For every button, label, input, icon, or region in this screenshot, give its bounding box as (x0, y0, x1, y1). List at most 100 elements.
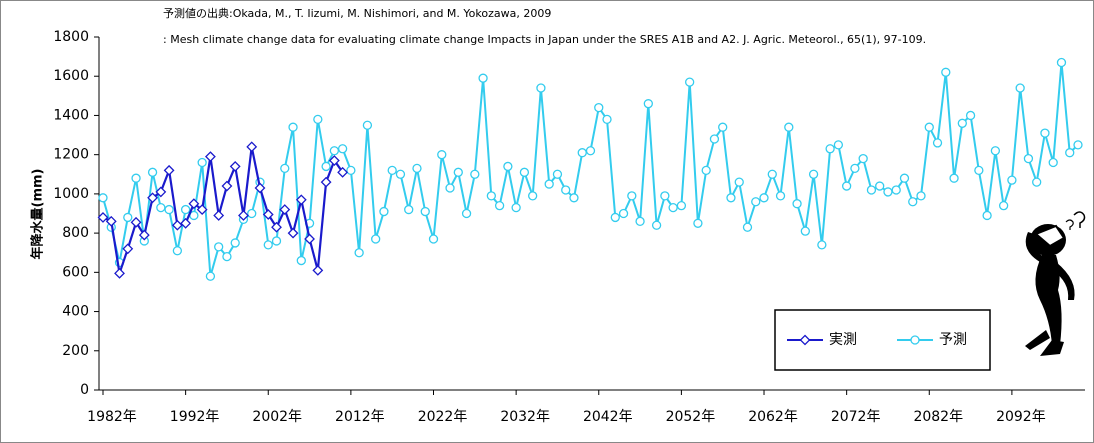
point (876, 182, 884, 190)
point (198, 159, 206, 167)
chart-frame (1, 1, 1094, 443)
point (339, 145, 347, 153)
legend: 実測 予測 (775, 310, 990, 370)
point (768, 170, 776, 178)
point (124, 213, 132, 221)
point (934, 139, 942, 147)
x-tick-label: 2032年 (500, 409, 550, 425)
x-tick-label: 2052年 (666, 409, 716, 425)
point (826, 145, 834, 153)
point (529, 192, 537, 200)
point (173, 247, 181, 255)
point (909, 198, 917, 206)
point (892, 186, 900, 194)
point (925, 123, 933, 131)
x-tick-label: 2062年 (748, 409, 798, 425)
point (735, 178, 743, 186)
point (628, 192, 636, 200)
legend-marker (911, 336, 919, 344)
point (512, 204, 520, 212)
point (1057, 58, 1065, 66)
point (380, 208, 388, 216)
point (1041, 129, 1049, 137)
point (231, 239, 239, 247)
point (859, 155, 867, 163)
point (487, 192, 495, 200)
legend-label: 実測 (829, 332, 857, 348)
point (603, 115, 611, 123)
point (504, 162, 512, 170)
point (438, 151, 446, 159)
point (1016, 84, 1024, 92)
point (363, 121, 371, 129)
y-tick-label: 1200 (53, 147, 89, 163)
y-tick-label: 1800 (53, 29, 89, 45)
point (727, 194, 735, 202)
point (330, 147, 338, 155)
point (942, 68, 950, 76)
x-tick-label: 2042年 (583, 409, 633, 425)
point (297, 257, 305, 265)
point (149, 168, 157, 176)
point (157, 204, 165, 212)
point (347, 166, 355, 174)
point (587, 147, 595, 155)
point (496, 202, 504, 210)
annotation: 予測値の出典:Okada, M., T. Iizumi, M. Nishimor… (163, 6, 551, 20)
x-tick-label: 1982年 (87, 409, 137, 425)
point (719, 123, 727, 131)
point (562, 186, 570, 194)
point (867, 186, 875, 194)
point (975, 166, 983, 174)
point (801, 227, 809, 235)
point (1074, 141, 1082, 149)
point (281, 164, 289, 172)
x-tick-label: 2002年 (252, 409, 302, 425)
point (289, 123, 297, 131)
point (182, 206, 190, 214)
point (372, 235, 380, 243)
point (578, 149, 586, 157)
point (430, 235, 438, 243)
point (264, 241, 272, 249)
point (843, 182, 851, 190)
point (785, 123, 793, 131)
point (248, 210, 256, 218)
point (950, 174, 958, 182)
point (413, 164, 421, 172)
point (967, 111, 975, 119)
y-tick-label: 400 (62, 304, 89, 320)
point (1066, 149, 1074, 157)
point (793, 200, 801, 208)
point (223, 253, 231, 261)
point (454, 168, 462, 176)
point (553, 170, 561, 178)
point (463, 210, 471, 218)
y-tick-label: 1400 (53, 107, 89, 123)
x-tick-label: 2072年 (831, 409, 881, 425)
point (132, 174, 140, 182)
y-tick-label: 1600 (53, 68, 89, 84)
x-tick-label: 2012年 (335, 409, 385, 425)
point (917, 192, 925, 200)
point (1033, 178, 1041, 186)
y-tick-label: 0 (80, 382, 89, 398)
point (810, 170, 818, 178)
point (760, 194, 768, 202)
x-tick-label: 2092年 (996, 409, 1046, 425)
point (669, 204, 677, 212)
point (644, 100, 652, 108)
x-tick-label: 2082年 (913, 409, 963, 425)
x-tick-label: 2022年 (418, 409, 468, 425)
x-tick-label: 1992年 (170, 409, 220, 425)
y-tick-label: 200 (62, 343, 89, 359)
point (1024, 155, 1032, 163)
point (520, 168, 528, 176)
legend-label: 予測 (939, 332, 967, 348)
point (694, 219, 702, 227)
point (405, 206, 413, 214)
point (273, 237, 281, 245)
point (215, 243, 223, 251)
point (818, 241, 826, 249)
point (991, 147, 999, 155)
